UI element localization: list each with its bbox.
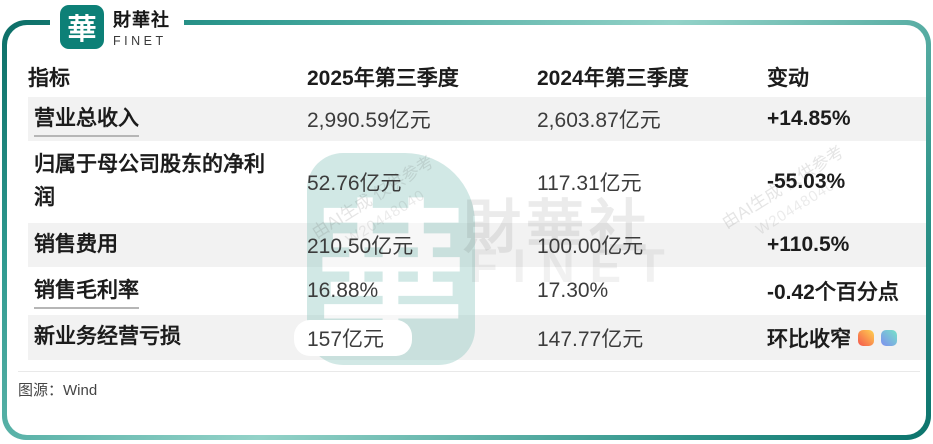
source-caption: 图源：Wind xyxy=(18,382,98,399)
logo-glyph: 華 xyxy=(67,14,97,46)
value-2024: 2,603.87亿元 xyxy=(537,109,661,132)
table-row: 销售费用 210.50亿元 100.00亿元 +110.5% xyxy=(28,223,926,267)
underlined-term: 营业总收入 xyxy=(34,106,139,137)
brand-name: 財華社 xyxy=(113,10,170,30)
row-label: 新业务经营亏损 xyxy=(34,325,181,349)
header-change: 变动 xyxy=(767,67,809,90)
row-label: 营业总收入 xyxy=(28,99,307,140)
change-value: 环比收窄 xyxy=(767,323,926,353)
value-2025: 2,990.59亿元 xyxy=(307,109,431,132)
row-label: 销售毛利率 xyxy=(28,271,307,312)
frame-border: 華 財華社 FINET 由AI生成 仅供参考 W20448040 由AI生成 仅… xyxy=(2,20,931,440)
change-text: 环比收窄 xyxy=(767,327,851,351)
table-content: 指标 2025年第三季度 2024年第三季度 变动 营业总收入 2,990.59… xyxy=(7,25,926,400)
row-label: 归属于母公司股东的净利润 xyxy=(34,153,265,209)
table-row: 新业务经营亏损 157亿元 147.77亿元 环比收窄 xyxy=(28,315,926,360)
value-2024: 17.30% xyxy=(537,279,609,302)
change-value: -0.42个百分点 xyxy=(767,281,899,304)
value-2024: 147.77亿元 xyxy=(537,327,644,351)
table-row: 归属于母公司股东的净利润 52.76亿元 117.31亿元 -55.03% xyxy=(28,141,926,223)
header-q3-2025: 2025年第三季度 xyxy=(307,67,459,90)
underlined-term: 销售毛利率 xyxy=(34,278,139,309)
frame-inner: 華 財華社 FINET 由AI生成 仅供参考 W20448040 由AI生成 仅… xyxy=(7,25,926,435)
table-row: 营业总收入 2,990.59亿元 2,603.87亿元 +14.85% xyxy=(28,97,926,141)
highlight-pill: 157亿元 xyxy=(294,319,413,356)
finet-logo: 華 財華社 FINET xyxy=(50,1,184,53)
footer-divider xyxy=(18,371,920,372)
change-value: -55.03% xyxy=(767,170,846,193)
header-q3-2024: 2024年第三季度 xyxy=(537,67,689,90)
value-2025: 16.88% xyxy=(307,279,379,302)
value-2025: 210.50亿元 xyxy=(307,235,414,258)
value-2025: 52.76亿元 xyxy=(307,172,402,195)
change-value: +14.85% xyxy=(767,107,851,130)
change-value: +110.5% xyxy=(767,233,850,256)
gradient-square-warm-icon xyxy=(858,329,874,346)
brand-subname: FINET xyxy=(113,34,167,48)
value-2024: 117.31亿元 xyxy=(537,172,642,195)
value-2024: 100.00亿元 xyxy=(537,235,644,258)
logo-text: 財華社 FINET xyxy=(113,6,170,48)
header-metric: 指标 xyxy=(28,67,70,90)
finet-logo-icon: 華 xyxy=(60,5,104,49)
row-label: 销售费用 xyxy=(34,232,118,256)
gradient-square-cool-icon xyxy=(881,329,897,346)
table-row: 销售毛利率 16.88% 17.30% -0.42个百分点 xyxy=(28,267,926,315)
table-header-row: 指标 2025年第三季度 2024年第三季度 变动 xyxy=(28,57,926,97)
value-2025: 157亿元 xyxy=(294,319,537,356)
